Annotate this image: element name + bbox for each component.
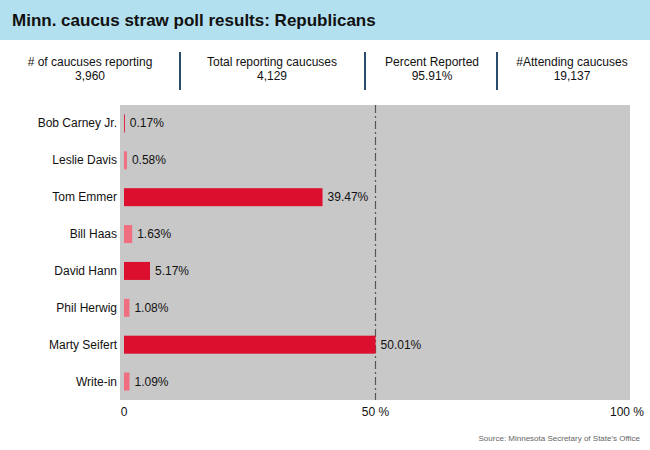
data-label: 0.17% [130, 116, 164, 130]
title-bar [0, 0, 650, 40]
stat-value: 19,137 [554, 69, 591, 83]
stat-value: 4,129 [257, 69, 287, 83]
bar [124, 299, 129, 317]
bar [124, 262, 150, 280]
stat-separator [496, 52, 498, 90]
stat-value: 95.91% [412, 69, 453, 83]
title: Minn. caucus straw poll results: Republi… [12, 11, 376, 30]
source: Source: Minnesota Secretary of State's O… [479, 434, 641, 443]
bar [124, 151, 127, 169]
tick-label: 50 % [362, 405, 390, 419]
stat-separator [364, 52, 366, 90]
grid-line [375, 105, 376, 400]
category-label: Tom Emmer [52, 190, 117, 204]
data-label: 39.47% [328, 190, 369, 204]
category-label: David Hann [54, 264, 117, 278]
category-label: Bill Haas [70, 227, 117, 241]
bar [124, 188, 323, 206]
data-label: 1.08% [134, 301, 168, 315]
plot-area [120, 105, 630, 400]
stat-separator [179, 52, 181, 90]
stat-label: Total reporting caucuses [207, 55, 337, 69]
stat-label: #Attending caucuses [516, 55, 627, 69]
category-label: Marty Seifert [49, 338, 118, 352]
data-label: 1.09% [134, 375, 168, 389]
bar [124, 373, 129, 391]
category-label: Phil Herwig [56, 301, 117, 315]
tick-label: 100 % [610, 405, 644, 419]
data-label: 0.58% [132, 153, 166, 167]
bars [124, 114, 376, 390]
stat-label: Percent Reported [385, 55, 479, 69]
data-label: 50.01% [381, 338, 422, 352]
bar [124, 336, 376, 354]
bar [124, 225, 132, 243]
category-label: Leslie Davis [52, 153, 117, 167]
category-label: Write-in [76, 375, 117, 389]
chart: Minn. caucus straw poll results: Republi… [0, 0, 650, 450]
data-label: 1.63% [137, 227, 171, 241]
bar [124, 114, 125, 132]
stat-label: # of caucuses reporting [28, 55, 153, 69]
category-label: Bob Carney Jr. [38, 116, 117, 130]
tick-label: 0 [121, 405, 128, 419]
stat-value: 3,960 [75, 69, 105, 83]
data-label: 5.17% [155, 264, 189, 278]
